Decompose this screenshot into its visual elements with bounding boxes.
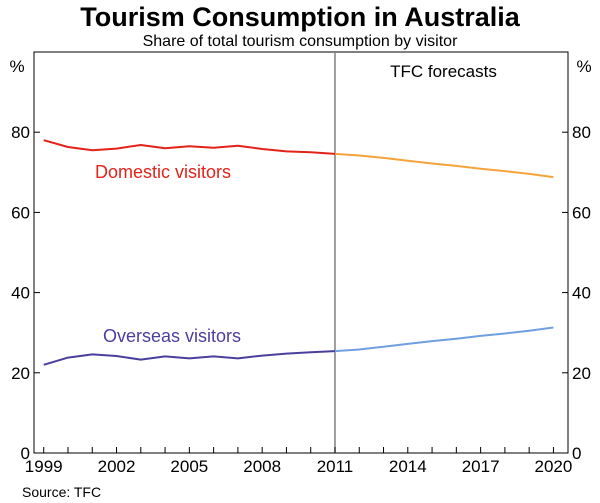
x-tick-label: 2017 (462, 457, 500, 476)
y-tick-label-right: 40 (572, 284, 591, 303)
x-tick-label: 2002 (98, 457, 136, 476)
series-lines (43, 139, 554, 366)
source-note: Source: TFC (22, 484, 101, 500)
x-tick-label: 1999 (25, 457, 63, 476)
series-line-domestic-actual (43, 139, 336, 155)
y-tick-label-right: 60 (572, 203, 591, 222)
y-tick-label-left: 80 (11, 123, 30, 142)
chart-subtitle: Share of total tourism consumption by vi… (143, 33, 458, 50)
series-line-domestic-forecast (334, 152, 554, 179)
chart-title: Tourism Consumption in Australia (80, 2, 520, 32)
y-tick-label-left: 40 (11, 284, 30, 303)
x-tick-label: 2014 (389, 457, 427, 476)
series-label-domestic: Domestic visitors (95, 162, 231, 182)
x-tick-label: 2008 (243, 457, 281, 476)
x-tick-label: 2011 (317, 457, 354, 476)
x-tick-label: 2005 (170, 457, 208, 476)
y-tick-label-right: 80 (572, 123, 591, 142)
x-tick-label: 2020 (535, 457, 573, 476)
plot-frame (33, 51, 569, 454)
y-tick-label-left: 60 (11, 203, 30, 222)
series-line-overseas-actual (43, 350, 336, 366)
series-label-overseas: Overseas visitors (103, 326, 241, 346)
forecast-label: TFC forecasts (390, 62, 497, 81)
series-line-overseas-forecast (334, 326, 554, 353)
y-tick-label-left: 0 (21, 444, 30, 463)
y-unit-left: % (9, 57, 24, 76)
y-tick-label-left: 20 (11, 364, 30, 383)
y-unit-right: % (576, 57, 591, 76)
y-tick-label-right: 20 (572, 364, 591, 383)
y-tick-label-right: 0 (572, 444, 581, 463)
